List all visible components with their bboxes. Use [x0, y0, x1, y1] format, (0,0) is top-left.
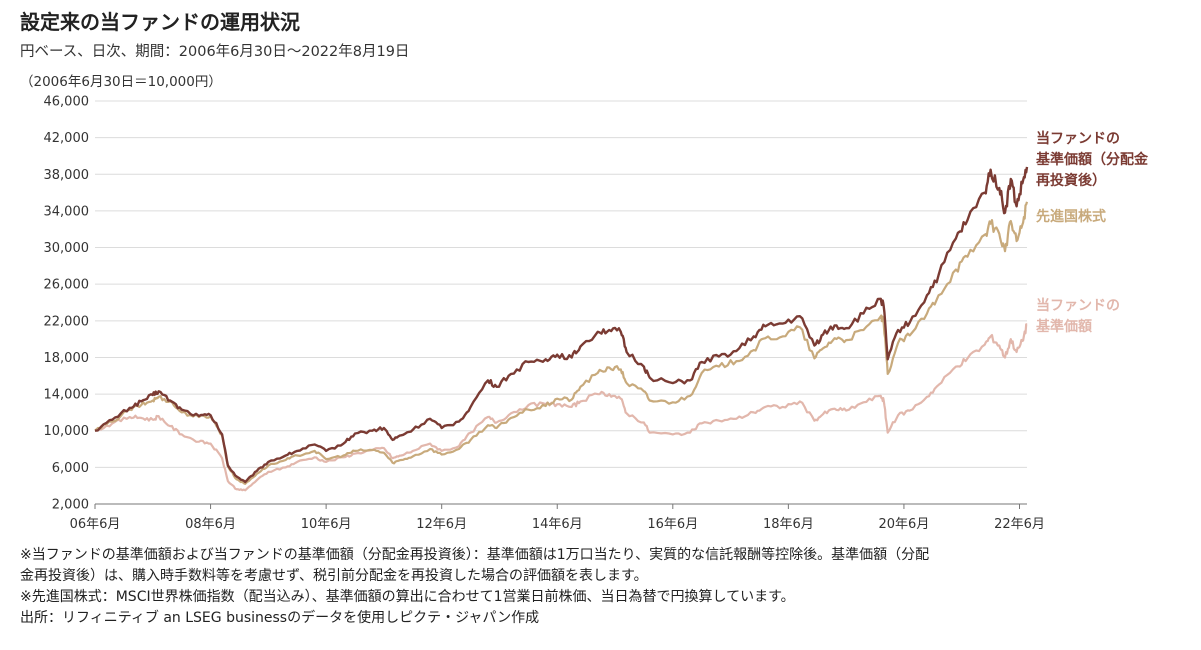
- x-tick-label: 14年6月: [532, 517, 583, 532]
- x-tick-label: 16年6月: [647, 517, 698, 532]
- chart-title: 設定来の当ファンドの運用状況: [20, 10, 300, 34]
- footnote-line: 金再投資後）は、購入時手数料等を考慮せず、税引前分配金を再投資した場合の評価額を…: [20, 568, 648, 584]
- x-axis-ticks: 06年6月 08年6月 10年6月 12年6月 14年6月 16年6月 18年6月 20年6月…: [70, 504, 1045, 532]
- y-tick-label: 2,000: [52, 498, 89, 513]
- x-tick-label: 08年6月: [185, 517, 236, 532]
- y-tick-label: 34,000: [44, 204, 90, 219]
- y-tick-label: 18,000: [44, 351, 90, 366]
- y-tick-label: 42,000: [44, 131, 90, 146]
- y-tick-label: 22,000: [44, 314, 90, 329]
- y-tick-label: 26,000: [44, 278, 90, 293]
- series-lines: [94, 166, 1029, 492]
- series-line: [94, 166, 1029, 484]
- legend-label: 当ファンドの: [1036, 297, 1120, 314]
- y-tick-label: 10,000: [44, 424, 90, 439]
- legend-label: 当ファンドの: [1036, 130, 1120, 147]
- y-tick-label: 46,000: [44, 95, 90, 110]
- legend-label: 基準価額: [1036, 318, 1092, 335]
- legend-label: 再投資後）: [1036, 172, 1106, 189]
- y-axis-unit-label: （2006年6月30日＝10,000円）: [20, 74, 222, 90]
- x-tick-label: 22年6月: [994, 517, 1045, 532]
- x-tick-label: 10年6月: [301, 517, 352, 532]
- footnote-line: ※先進国株式：MSCI世界株価指数（配当込み）、基準価額の算出に合わせて1営業日…: [20, 589, 795, 605]
- line-chart: 2,000 6,000 10,000 14,000 18,000 22,000 26,000…: [44, 95, 1149, 533]
- y-tick-label: 6,000: [52, 461, 89, 476]
- x-tick-label: 18年6月: [763, 517, 814, 532]
- footnote-line: ※当ファンドの基準価額および当ファンドの基準価額（分配金再投資後）：基準価額は1…: [20, 547, 930, 563]
- y-tick-label: 38,000: [44, 168, 90, 183]
- legend-label: 先進国株式: [1036, 208, 1106, 225]
- series-line: [94, 323, 1028, 492]
- footnotes: ※当ファンドの基準価額および当ファンドの基準価額（分配金再投資後）：基準価額は1…: [20, 545, 1180, 629]
- footnote-line: 出所：リフィニティブ an LSEG businessのデータを使用しピクテ・ジ…: [20, 610, 540, 626]
- y-axis-ticks: 2,000 6,000 10,000 14,000 18,000 22,000 26,000…: [44, 95, 90, 513]
- grid-lines: [95, 100, 1027, 505]
- x-tick-label: 06年6月: [70, 517, 121, 532]
- legend-label: 基準価額（分配金: [1036, 151, 1149, 168]
- x-tick-label: 20年6月: [879, 517, 930, 532]
- chart-subtitle: 円ベース、日次、期間：2006年6月30日～2022年8月19日: [20, 44, 410, 60]
- y-tick-label: 14,000: [44, 388, 90, 403]
- x-tick-label: 12年6月: [416, 517, 467, 532]
- series-line: [94, 201, 1029, 485]
- y-tick-label: 30,000: [44, 241, 90, 256]
